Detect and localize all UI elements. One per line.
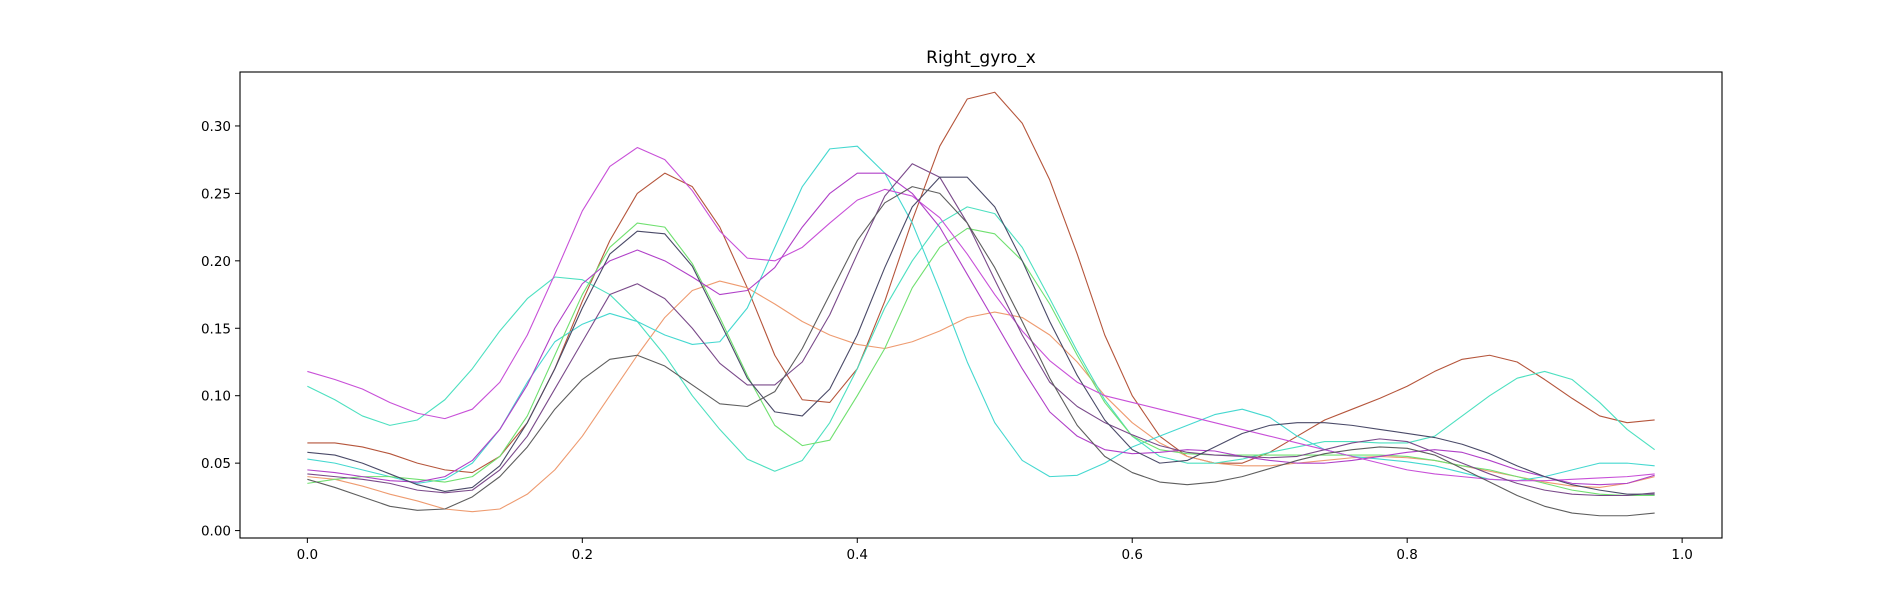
x-tick-label: 0.2 — [572, 547, 593, 563]
y-tick-label: 0.25 — [201, 186, 231, 202]
series-line-1 — [307, 91, 1655, 474]
x-axis: 0.0 0.2 0.4 0.6 0.8 1.0 — [297, 538, 1693, 563]
y-tick-label: 0.20 — [201, 254, 231, 270]
x-tick-label: 0.6 — [1121, 547, 1142, 563]
y-tick-label: 0.00 — [201, 524, 231, 540]
chart-title: Right_gyro_x — [926, 48, 1036, 68]
y-tick-label: 0.30 — [201, 119, 231, 135]
series-line-10 — [307, 186, 1655, 517]
series-line-5 — [307, 222, 1655, 497]
x-tick-label: 1.0 — [1671, 547, 1692, 563]
x-tick-label: 0.0 — [297, 547, 318, 563]
series-line-7 — [307, 172, 1655, 486]
series-line-9 — [307, 176, 1655, 495]
series-line-8 — [307, 163, 1655, 497]
series-line-2 — [307, 280, 1655, 513]
y-axis: 0.00 0.05 0.10 0.15 0.20 0.25 0.30 — [201, 119, 240, 540]
series-line-6 — [307, 146, 1655, 482]
y-tick-label: 0.10 — [201, 389, 231, 405]
y-tick-label: 0.05 — [201, 456, 231, 472]
series-layer — [307, 91, 1655, 517]
x-tick-label: 0.4 — [847, 547, 868, 563]
series-line-3 — [307, 206, 1655, 472]
x-tick-label: 0.8 — [1396, 547, 1417, 563]
axes-frame — [239, 71, 1723, 539]
y-tick-label: 0.15 — [201, 321, 231, 337]
